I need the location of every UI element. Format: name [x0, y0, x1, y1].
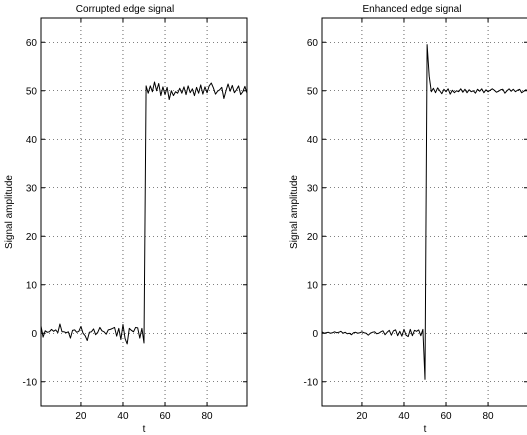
x-tick-label: 60	[440, 411, 452, 422]
y-tick-label: 0	[31, 329, 37, 340]
corrupted-signal-plot: Corrupted edge signal 20 40 60 80 -10 0 10 20 30…	[4, 4, 248, 435]
y-axis-label: Signal amplitude	[4, 175, 15, 249]
plot-title: Corrupted edge signal	[76, 4, 174, 15]
axis-ticks: 20 40 60 80 -10 0 10 20 30 40 50 60	[304, 18, 527, 422]
grid-lines	[322, 18, 527, 406]
axis-ticks: 20 40 60 80 -10 0 10 20 30 40 50 60	[23, 18, 247, 422]
y-tick-label: 40	[307, 135, 319, 146]
axes-frame	[40, 17, 248, 407]
x-tick-label: 60	[159, 411, 171, 422]
x-axis-label: t	[143, 424, 146, 435]
y-tick-label: -10	[304, 377, 319, 388]
y-axis-label: Signal amplitude	[289, 175, 300, 249]
y-tick-label: 30	[307, 183, 319, 194]
series-line	[321, 44, 527, 380]
enhanced-signal-plot: Enhanced edge signal 20 40 60 80 -10 0 10 20 30 4…	[289, 4, 527, 435]
y-tick-label: 20	[307, 232, 319, 243]
plot-title: Enhanced edge signal	[363, 4, 462, 15]
x-axis-label: t	[424, 424, 427, 435]
y-tick-label: 50	[26, 86, 38, 97]
series-line	[40, 81, 248, 345]
y-tick-label: 60	[26, 38, 38, 49]
x-tick-label: 80	[201, 411, 213, 422]
y-tick-label: 30	[26, 183, 38, 194]
y-tick-label: 40	[26, 135, 38, 146]
y-tick-label: 0	[312, 329, 318, 340]
y-tick-label: 60	[307, 38, 319, 49]
y-tick-label: 50	[307, 86, 319, 97]
y-tick-label: 10	[26, 280, 38, 291]
x-tick-label: 20	[75, 411, 87, 422]
y-tick-label: 10	[307, 280, 319, 291]
x-tick-label: 40	[398, 411, 410, 422]
x-tick-label: 80	[482, 411, 494, 422]
y-tick-label: 20	[26, 232, 38, 243]
y-tick-label: -10	[23, 377, 38, 388]
x-tick-label: 40	[117, 411, 129, 422]
axes-frame	[321, 17, 527, 407]
x-tick-label: 20	[356, 411, 368, 422]
grid-lines	[41, 18, 247, 406]
